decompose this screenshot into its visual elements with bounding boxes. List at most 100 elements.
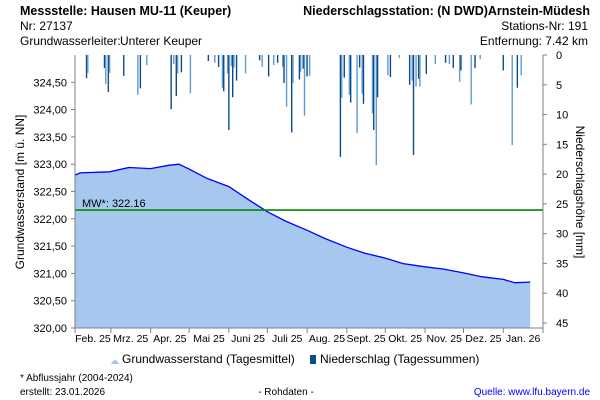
x-tick-label: Aug. 25	[309, 333, 345, 345]
y-tick-label: 323,00	[33, 159, 67, 171]
precip-station-title: Niederschlagsstation: (N DWD)Arnstein-Mü…	[303, 4, 590, 18]
y2-tick-label: 10	[556, 110, 568, 122]
precipitation-bar	[408, 55, 411, 85]
x-tick-label: Dez. 25	[465, 333, 501, 345]
precipitation-bar	[474, 55, 476, 69]
precipitation-bar	[306, 55, 308, 77]
x-tick-label: Mrz. 25	[113, 333, 148, 345]
x-tick-label: Jan. 26	[506, 333, 541, 345]
y2-tick-label: 0	[556, 50, 562, 62]
precipitation-bar	[244, 55, 247, 74]
y2-tick-label: 45	[556, 318, 568, 330]
precipitation-bar	[273, 55, 275, 66]
precipitation-bar	[340, 55, 343, 98]
precip-distance: Entfernung: 7.42 km	[480, 34, 588, 48]
precipitation-bar	[373, 55, 375, 131]
precipitation-bar	[285, 55, 288, 107]
precipitation-bar	[267, 55, 270, 77]
precipitation-bar	[516, 55, 519, 88]
precipitation-bar	[258, 55, 261, 61]
precipitation-bar	[139, 55, 142, 89]
precipitation-bar	[180, 55, 183, 73]
y-tick-label: 323,50	[33, 132, 67, 144]
precipitation-bar	[448, 55, 451, 64]
precipitation-bar	[85, 55, 88, 79]
y2-tick-label: 25	[556, 199, 568, 211]
precip-station-number: Stations-Nr: 191	[501, 19, 588, 33]
y2-tick-label: 5	[556, 80, 562, 92]
precipitation-bar	[146, 55, 148, 66]
precipitation-bar	[398, 55, 401, 58]
y-tick-label: 324,00	[33, 105, 67, 117]
precipitation-bar	[232, 55, 234, 98]
precipitation-bar	[123, 55, 125, 76]
x-tick-label: Okt. 25	[388, 333, 422, 345]
precipitation-bar	[520, 55, 522, 76]
precipitation-bar	[214, 55, 216, 63]
y2-axis-label: Niederschlagshöhe [mm]	[573, 126, 587, 259]
precipitation-bar	[235, 55, 238, 81]
groundwater-area	[75, 164, 531, 328]
precipitation-bar	[417, 55, 420, 79]
y-tick-label: 321,00	[33, 268, 67, 280]
legend-area-icon	[111, 360, 119, 364]
precipitation-bar	[173, 55, 175, 64]
precipitation-bar	[389, 55, 392, 78]
x-tick-label: Nov. 25	[427, 333, 463, 345]
precipitation-bar	[282, 55, 284, 67]
precipitation-bar	[290, 55, 293, 133]
precipitation-bar	[233, 55, 235, 68]
y-tick-label: 322,50	[33, 187, 67, 199]
x-tick-label: Apr. 25	[153, 333, 186, 345]
precipitation-bar	[87, 55, 89, 73]
precipitation-bar	[452, 55, 454, 69]
precipitation-bar	[189, 55, 192, 94]
station-title: Messstelle: Hausen MU-11 (Keuper)	[20, 4, 231, 18]
precipitation-bar	[415, 55, 417, 87]
precipitation-bar	[207, 55, 210, 61]
precipitation-bar	[502, 55, 504, 71]
x-tick-label: Juni 25	[231, 333, 265, 345]
y-axis-label: Grundwasserstand [m ü. NN]	[13, 115, 27, 270]
axes: 320,00 320,50 321,00 321,50 322,00 322,50 323,…	[33, 50, 568, 345]
precipitation-bar	[175, 55, 177, 97]
precipitation-bar	[361, 55, 363, 94]
precipitation-bar	[376, 55, 379, 98]
precipitation-bar	[170, 55, 172, 110]
precipitation-bar	[339, 55, 342, 157]
station-number: Nr: 27137	[20, 19, 73, 33]
precipitation-bar	[107, 55, 110, 92]
precipitation-bar	[387, 55, 389, 76]
precipitation-bar	[412, 55, 415, 156]
precipitation-bar	[419, 55, 421, 87]
precipitation-bar	[105, 55, 107, 85]
precipitation-bar	[343, 55, 345, 78]
x-tick-label: Juli 25	[272, 333, 303, 345]
precipitation-bar	[221, 55, 224, 88]
y-tick-label: 320,50	[33, 296, 67, 308]
precipitation-bar	[348, 55, 351, 95]
precipitation-bar	[460, 55, 462, 71]
precipitation-bar	[261, 55, 263, 67]
raw-data-note: - Rohdaten -	[258, 387, 314, 398]
precipitation-bar	[375, 55, 378, 166]
source-link[interactable]: Quelle: www.lfu.bayern.de	[474, 387, 591, 398]
precipitation-bar	[425, 55, 428, 75]
aquifer-label: Grundwasserleiter:	[20, 34, 121, 48]
y-tick-label: 321,50	[33, 241, 67, 253]
precipitation-bar	[434, 55, 436, 64]
precipitation-bar	[228, 55, 230, 131]
precipitation-bar	[479, 55, 481, 60]
legend-groundwater: Grundwasserstand (Tagesmittel)	[122, 352, 295, 366]
precipitation-bar	[223, 55, 225, 92]
precipitation-bar	[176, 55, 179, 74]
precipitation-bar	[358, 55, 361, 68]
y-tick-label: 320,00	[33, 323, 67, 335]
precipitation-bar	[302, 55, 304, 69]
precipitation-bar	[108, 55, 111, 73]
y-tick-label: 324,50	[33, 77, 67, 89]
precipitation-bar	[292, 55, 294, 83]
precipitation-bar	[137, 55, 139, 95]
precipitation-bar	[217, 55, 220, 67]
precipitation-bar	[308, 55, 311, 76]
